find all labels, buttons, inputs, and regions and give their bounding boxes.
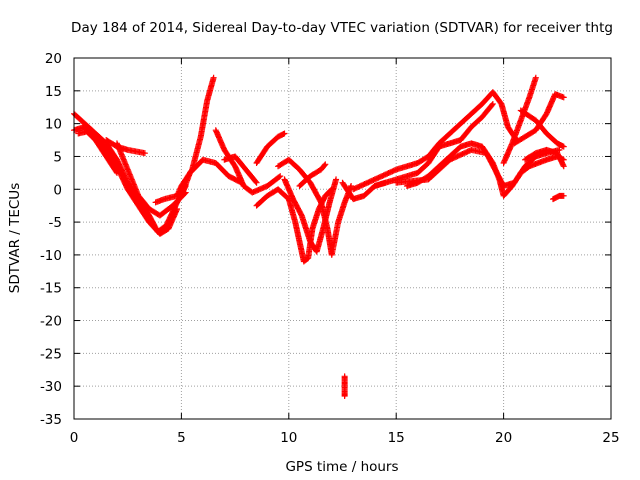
axis-ticks: 0 5 10 15 20 25 20 15 10 5 0 -5 -10 -15 -20 -25 -30 -35 — [40, 51, 620, 446]
data-point — [277, 173, 284, 180]
x-tick-label: 5 — [177, 430, 186, 446]
x-tick-label: 15 — [388, 430, 405, 446]
data-point — [560, 163, 567, 170]
y-tick-label: -35 — [40, 412, 62, 428]
data-point — [281, 130, 288, 137]
data-point — [532, 74, 539, 81]
data-point — [333, 176, 340, 183]
data-points — [71, 74, 567, 400]
data-point — [174, 205, 181, 212]
x-tick-label: 10 — [280, 430, 297, 446]
data-point — [556, 146, 563, 153]
y-tick-label: -5 — [49, 215, 62, 231]
data-point — [348, 182, 355, 189]
y-tick-label: -10 — [40, 248, 62, 264]
data-point — [276, 173, 283, 180]
plot-frame — [73, 57, 612, 420]
data-point — [113, 168, 120, 175]
y-tick-label: 0 — [53, 182, 62, 198]
y-tick-label: 5 — [53, 149, 62, 165]
data-point — [489, 100, 496, 107]
y-tick-label: -30 — [40, 379, 62, 395]
y-tick-label: 15 — [45, 84, 62, 100]
data-point — [560, 143, 567, 150]
y-tick-label: 20 — [45, 51, 62, 67]
y-axis-label: SDTVAR / TECUs — [7, 183, 23, 293]
y-tick-label: -15 — [40, 281, 62, 297]
data-point — [141, 150, 148, 157]
y-tick-label: -25 — [40, 346, 62, 362]
y-tick-label: -20 — [40, 314, 62, 330]
grid-lines — [74, 58, 611, 419]
data-point — [560, 192, 567, 199]
data-point — [253, 179, 260, 186]
x-tick-label: 25 — [602, 430, 619, 446]
data-point — [322, 161, 329, 168]
x-tick-label: 0 — [70, 430, 79, 446]
data-point — [489, 101, 496, 108]
y-tick-label: 10 — [45, 117, 62, 133]
data-point — [113, 169, 120, 176]
data-point — [321, 162, 328, 169]
data-point — [560, 94, 567, 101]
data-point — [210, 74, 217, 81]
chart-title: Day 184 of 2014, Sidereal Day-to-day VTE… — [71, 20, 613, 36]
data-point — [252, 178, 259, 185]
data-point — [341, 393, 348, 400]
x-axis-label: GPS time / hours — [285, 459, 398, 475]
x-tick-label: 20 — [495, 430, 512, 446]
